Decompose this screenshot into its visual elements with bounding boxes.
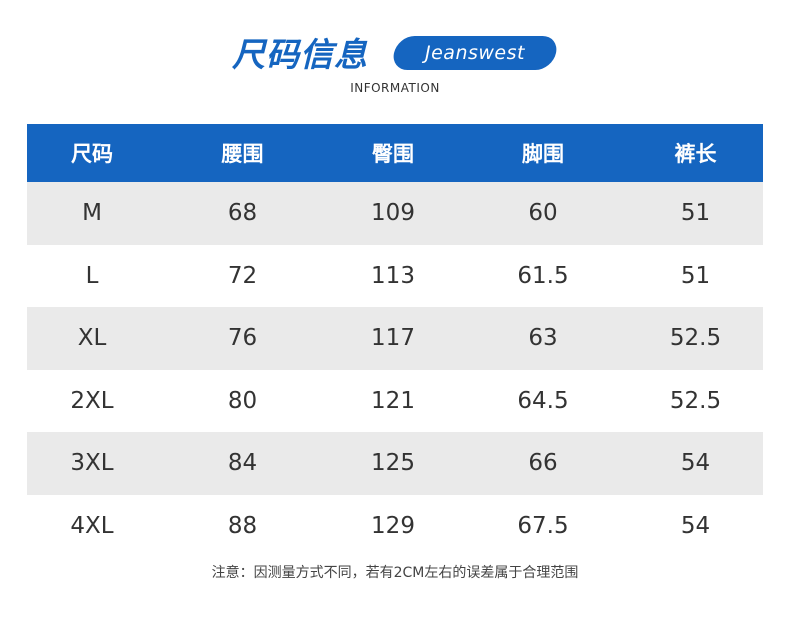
page-title: 尺码信息	[232, 35, 368, 74]
table-cell-size: M	[82, 200, 102, 227]
table-cell-leg-opening: 66	[528, 450, 558, 477]
table-cell-length: 54	[680, 512, 711, 539]
table-cell-size: L	[85, 262, 99, 289]
table-cell-leg-opening: 64.5	[517, 387, 569, 414]
table-cell-leg-opening: 67.5	[517, 512, 569, 539]
column-header-size: 尺码	[71, 142, 113, 166]
table-cell-waist: 84	[227, 450, 258, 477]
table-cell-hip: 129	[371, 512, 415, 539]
page-subtitle: INFORMATION	[350, 81, 440, 95]
column-header-length: 裤长	[674, 142, 717, 166]
table-cell-length: 51	[680, 262, 711, 289]
table-cell-length: 54	[680, 450, 711, 477]
table-cell-size: XL	[77, 325, 107, 352]
table-cell-length: 52.5	[669, 325, 722, 352]
table-cell-waist: 72	[227, 262, 258, 289]
table-row: M 68 109 60 51	[27, 182, 763, 245]
brand-logo-text: Jeanswest	[425, 42, 525, 64]
table-row: 4XL 88 129 67.5 54	[27, 495, 763, 558]
table-row: 3XL 84 125 66 54	[27, 432, 763, 495]
table-row: XL 76 117 63 52.5	[27, 307, 763, 370]
table-cell-length: 51	[680, 200, 711, 227]
table-cell-waist: 76	[227, 325, 258, 352]
table-header-row: 尺码 腰围 臀围 脚围 裤长	[27, 124, 763, 182]
table-row: L 72 113 61.5 51	[27, 245, 763, 308]
table-cell-size: 3XL	[70, 450, 114, 477]
column-header-leg-opening: 脚围	[522, 142, 564, 166]
table-cell-hip: 125	[371, 450, 415, 477]
table-cell-hip: 117	[371, 325, 415, 352]
table-cell-leg-opening: 61.5	[517, 262, 569, 289]
table-cell-hip: 113	[371, 262, 415, 289]
table-row: 2XL 80 121 64.5 52.5	[27, 370, 763, 433]
table-cell-leg-opening: 63	[528, 325, 558, 352]
table-cell-leg-opening: 60	[528, 200, 558, 227]
header: 尺码信息 Jeanswest	[0, 22, 790, 82]
table-cell-waist: 88	[227, 512, 258, 539]
table-cell-waist: 80	[227, 387, 258, 414]
table-cell-size: 2XL	[70, 387, 114, 414]
table-cell-hip: 109	[371, 200, 415, 227]
table-cell-waist: 68	[227, 200, 258, 227]
table-cell-size: 4XL	[70, 512, 114, 539]
column-header-hip: 臀围	[372, 142, 414, 166]
column-header-waist: 腰围	[221, 142, 264, 166]
table-cell-hip: 121	[371, 387, 415, 414]
measurement-note: 注意：因测量方式不同，若有2CM左右的误差属于合理范围	[211, 565, 579, 581]
size-table: 尺码 腰围 臀围 脚围 裤长 M 68 109 60 51 L 72 113 6…	[27, 124, 763, 557]
table-cell-length: 52.5	[669, 387, 722, 414]
